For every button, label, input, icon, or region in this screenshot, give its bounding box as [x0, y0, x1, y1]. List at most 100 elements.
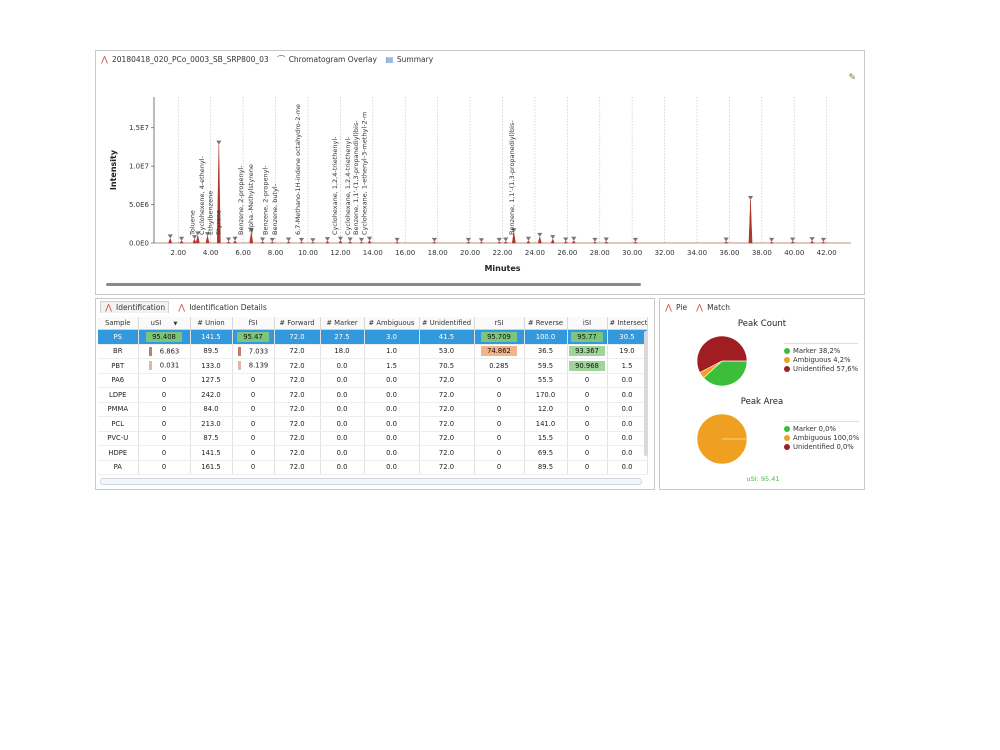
x-tick-label: 28.00	[590, 249, 610, 257]
chromatogram-peak	[179, 240, 184, 244]
table-row[interactable]: LDPE 0 242.0 0 72.0 0.0 0.0 72.0 0 170.0 0 0.0	[98, 387, 648, 403]
cell-value: 72.0	[438, 405, 455, 414]
table-cell-union: 141.5	[190, 329, 233, 345]
y-tick-label: 5.0E6	[129, 201, 150, 209]
horizontal-scrollbar[interactable]	[106, 283, 641, 286]
score-bar	[237, 346, 241, 356]
cell-value: 0.0	[386, 419, 397, 428]
tab-pie[interactable]: ⋀ Pie	[664, 303, 687, 312]
table-cell-intersection: 30.5	[607, 329, 648, 345]
chromatogram-peak	[503, 241, 508, 244]
x-tick-label: 22.00	[492, 249, 512, 257]
table-horizontal-scrollbar[interactable]	[100, 478, 642, 485]
cell-value: 127.5	[201, 376, 221, 385]
table-row[interactable]: HDPE 0 141.5 0 72.0 0.0 0.0 72.0 0 69.5 0 0.0	[98, 445, 648, 461]
table-cell-sample: PMMA	[98, 402, 139, 417]
peak-marker	[723, 237, 729, 242]
chromatogram-peak	[216, 144, 221, 244]
pie-peak-area	[696, 413, 748, 465]
cell-value: 72.0	[438, 463, 455, 472]
column-header-marker[interactable]: # Marker	[320, 317, 365, 330]
table-cell-fsi: 0	[232, 460, 275, 475]
table-cell-sample: HDPE	[98, 445, 139, 461]
column-header-sample[interactable]: Sample	[98, 317, 139, 330]
table-cell-isi: 0	[567, 445, 608, 461]
table-row[interactable]: PMMA 0 84.0 0 72.0 0.0 0.0 72.0 0 12.0 0 0.0	[98, 402, 648, 417]
legend-item: Marker 38,2%	[784, 346, 858, 355]
cell-value: 0.0	[386, 434, 397, 443]
table-cell-ambiguous: 3.0	[364, 329, 420, 345]
column-header-union[interactable]: # Union	[190, 317, 233, 330]
table-cell-usi: 0.031	[138, 358, 191, 374]
table-cell-isi: 0	[567, 402, 608, 417]
cell-value: 89.5	[203, 347, 219, 356]
cell-value: HDPE	[108, 448, 128, 457]
table-cell-reverse: 59.5	[524, 358, 568, 374]
peak-marker	[191, 235, 198, 240]
column-header-isi[interactable]: iSI	[567, 317, 608, 330]
table-cell-marker: 0.0	[320, 387, 365, 403]
column-header-rsi[interactable]: rSI	[474, 317, 525, 330]
table-row[interactable]: PA6 0 127.5 0 72.0 0.0 0.0 72.0 0 55.5 0 0.0	[98, 373, 648, 388]
cell-value: 100.0	[535, 332, 556, 341]
column-header-usi[interactable]: uSI ▼	[138, 317, 191, 330]
table-row[interactable]: PVC-U 0 87.5 0 72.0 0.0 0.0 72.0 0 15.5 0 0.0	[98, 431, 648, 446]
chart-settings-icon[interactable]: ✎	[848, 73, 856, 83]
cell-value: PBT	[111, 361, 125, 370]
summary-icon: ▤	[385, 54, 394, 64]
column-header-intersection[interactable]: # Intersection	[607, 317, 648, 330]
cell-value: 27.5	[334, 332, 350, 341]
table-row[interactable]: PS 95.408 141.5 95.47 72.0 27.5 3.0 41.5 95.709 1…	[98, 329, 648, 345]
peak-marker	[537, 232, 543, 237]
peak-marker	[525, 236, 532, 241]
peak-marker	[592, 237, 598, 242]
table-row[interactable]: PBT 0.031 133.0 8.139 72.0 0.0 1.5 70.5 0.285 59.…	[98, 358, 648, 374]
column-header-reverse[interactable]: # Reverse	[524, 317, 568, 330]
tab-identification-details[interactable]: ⋀ Identification Details	[177, 302, 267, 312]
legend-label: Marker 0,0%	[793, 424, 836, 433]
tab-summary[interactable]: ▤ Summary	[385, 54, 434, 64]
pie-icon: ⋀	[665, 302, 672, 312]
peak-marker	[269, 237, 275, 242]
tab-chromatogram-overlay[interactable]: ⌒ Chromatogram Overlay	[277, 55, 377, 64]
table-cell-forward: 72.0	[274, 416, 321, 432]
tab-details-label: Identification Details	[189, 302, 267, 312]
column-header-ambiguous[interactable]: # Ambiguous	[364, 317, 420, 330]
chromatogram-peak	[232, 240, 238, 244]
cell-value: 0.0	[386, 405, 397, 414]
cell-value: 170.0	[535, 390, 556, 399]
cell-value: LDPE	[109, 390, 127, 399]
table-cell-isi: 93.367	[567, 344, 608, 359]
x-tick-label: 2.00	[171, 249, 187, 257]
cell-value: 0.0	[336, 376, 348, 385]
chromatogram-peak	[571, 240, 576, 244]
table-cell-unidentified: 72.0	[419, 460, 475, 475]
column-header-unidentified[interactable]: # Unidentified	[419, 317, 475, 330]
table-cell-sample: PVC-U	[98, 431, 139, 446]
table-row[interactable]: PA 0 161.5 0 72.0 0.0 0.0 72.0 0 89.5 0 0.0	[98, 460, 648, 475]
x-tick-label: 26.00	[557, 249, 577, 257]
tab-chromatogram[interactable]: ⋀ 20180418_020_PCo_0003_SB_SRP800_03	[100, 55, 268, 64]
peak-marker	[563, 237, 569, 242]
tab-summary-label: Summary	[396, 54, 434, 64]
cell-value: 8.139	[248, 361, 269, 370]
x-tick-label: 30.00	[622, 249, 642, 257]
x-tick-label: 18.00	[428, 249, 448, 257]
column-header-fsi[interactable]: fSI	[232, 317, 275, 330]
peak-marker	[232, 236, 238, 241]
peak-marker	[298, 237, 305, 242]
chromatogram-peak	[299, 241, 304, 244]
table-row[interactable]: BR 6.863 89.5 7.033 72.0 18.0 1.0 53.0 74.862 36.…	[98, 344, 648, 359]
chromatogram-peak	[269, 241, 275, 244]
column-header-forward[interactable]: # Forward	[274, 317, 321, 330]
table-cell-union: 161.5	[190, 460, 233, 475]
vertical-scrollbar[interactable]	[644, 331, 648, 456]
cell-value: 93.367	[569, 346, 605, 357]
tab-match[interactable]: ⋀ Match	[695, 303, 730, 312]
table-row[interactable]: PCL 0 213.0 0 72.0 0.0 0.0 72.0 0 141.0 0 0.0	[98, 416, 648, 432]
x-tick-label: 12.00	[330, 249, 350, 257]
tab-identification[interactable]: ⋀ Identification	[100, 301, 170, 313]
table-cell-union: 87.5	[190, 431, 233, 446]
table-cell-fsi: 0	[232, 431, 275, 446]
cell-value: 72.0	[438, 419, 455, 428]
